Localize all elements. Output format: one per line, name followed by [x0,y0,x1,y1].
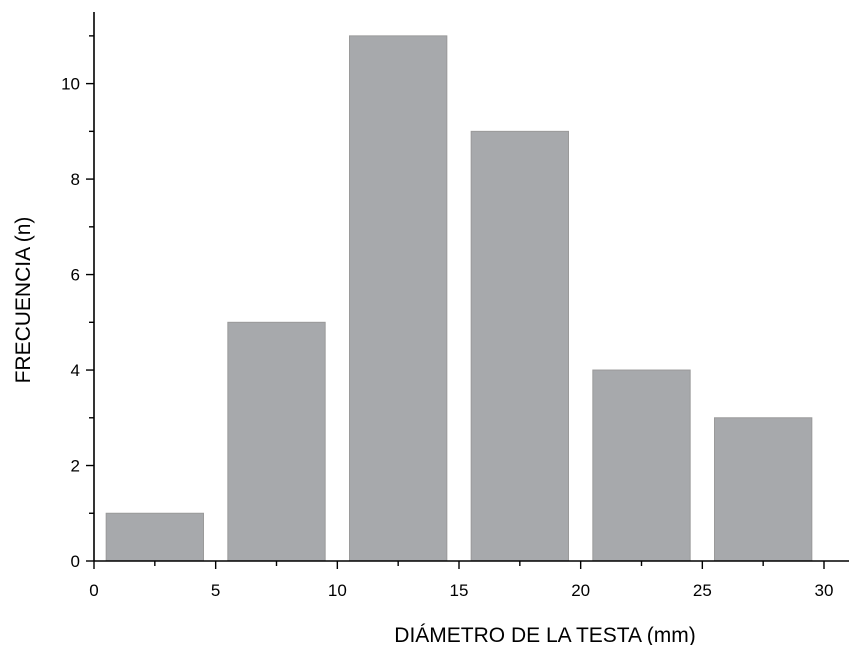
y-tick-label-2: 2 [71,457,80,476]
x-tick-label-20: 20 [571,581,590,600]
x-tick-label-30: 30 [815,581,834,600]
histogram-bar-6 [714,417,813,562]
histogram-bar-5 [592,369,691,562]
y-tick-label-8: 8 [71,170,80,189]
x-tick-label-15: 15 [450,581,469,600]
y-tick-label-0: 0 [71,552,80,571]
x-tick-label-0: 0 [89,581,98,600]
y-tick-label-4: 4 [71,361,80,380]
x-tick-label-10: 10 [328,581,347,600]
y-tick-label-10: 10 [61,75,80,94]
x-axis-title: DIÁMETRO DE LA TESTA (mm) [394,624,695,645]
histogram-bar-2 [227,321,326,562]
histogram-bar-4 [470,130,569,562]
x-tick-label-5: 5 [211,581,220,600]
histogram-bar-3 [349,35,448,562]
bars-group [105,35,813,562]
y-axis-title: FRECUENCIA (n) [12,217,35,384]
x-tick-label-25: 25 [693,581,712,600]
histogram-bar-1 [105,512,204,562]
ticks-group: 0 5 10 15 20 25 30 0 2 4 6 8 10 [61,35,834,600]
y-tick-label-6: 6 [71,266,80,285]
